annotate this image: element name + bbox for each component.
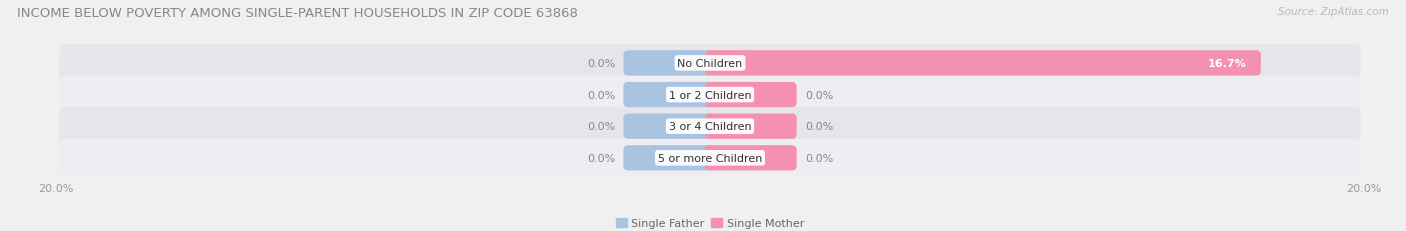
FancyBboxPatch shape xyxy=(59,108,1361,146)
Text: 5 or more Children: 5 or more Children xyxy=(658,153,762,163)
Text: 0.0%: 0.0% xyxy=(586,59,616,69)
Text: 16.7%: 16.7% xyxy=(1208,59,1246,69)
Text: 3 or 4 Children: 3 or 4 Children xyxy=(669,122,751,132)
Text: 0.0%: 0.0% xyxy=(586,122,616,132)
FancyBboxPatch shape xyxy=(706,82,797,108)
FancyBboxPatch shape xyxy=(706,146,797,171)
FancyBboxPatch shape xyxy=(623,82,714,108)
FancyBboxPatch shape xyxy=(59,76,1361,114)
FancyBboxPatch shape xyxy=(623,146,714,171)
Text: 0.0%: 0.0% xyxy=(804,122,834,132)
Text: Source: ZipAtlas.com: Source: ZipAtlas.com xyxy=(1278,7,1389,17)
Text: INCOME BELOW POVERTY AMONG SINGLE-PARENT HOUSEHOLDS IN ZIP CODE 63868: INCOME BELOW POVERTY AMONG SINGLE-PARENT… xyxy=(17,7,578,20)
FancyBboxPatch shape xyxy=(59,139,1361,177)
FancyBboxPatch shape xyxy=(706,114,797,139)
FancyBboxPatch shape xyxy=(706,51,1261,76)
Text: 0.0%: 0.0% xyxy=(804,153,834,163)
Text: 0.0%: 0.0% xyxy=(804,90,834,100)
FancyBboxPatch shape xyxy=(623,114,714,139)
Text: 1 or 2 Children: 1 or 2 Children xyxy=(669,90,751,100)
FancyBboxPatch shape xyxy=(59,45,1361,82)
FancyBboxPatch shape xyxy=(623,51,714,76)
Text: 0.0%: 0.0% xyxy=(586,90,616,100)
Text: No Children: No Children xyxy=(678,59,742,69)
Legend: Single Father, Single Mother: Single Father, Single Mother xyxy=(612,214,808,231)
Text: 0.0%: 0.0% xyxy=(586,153,616,163)
